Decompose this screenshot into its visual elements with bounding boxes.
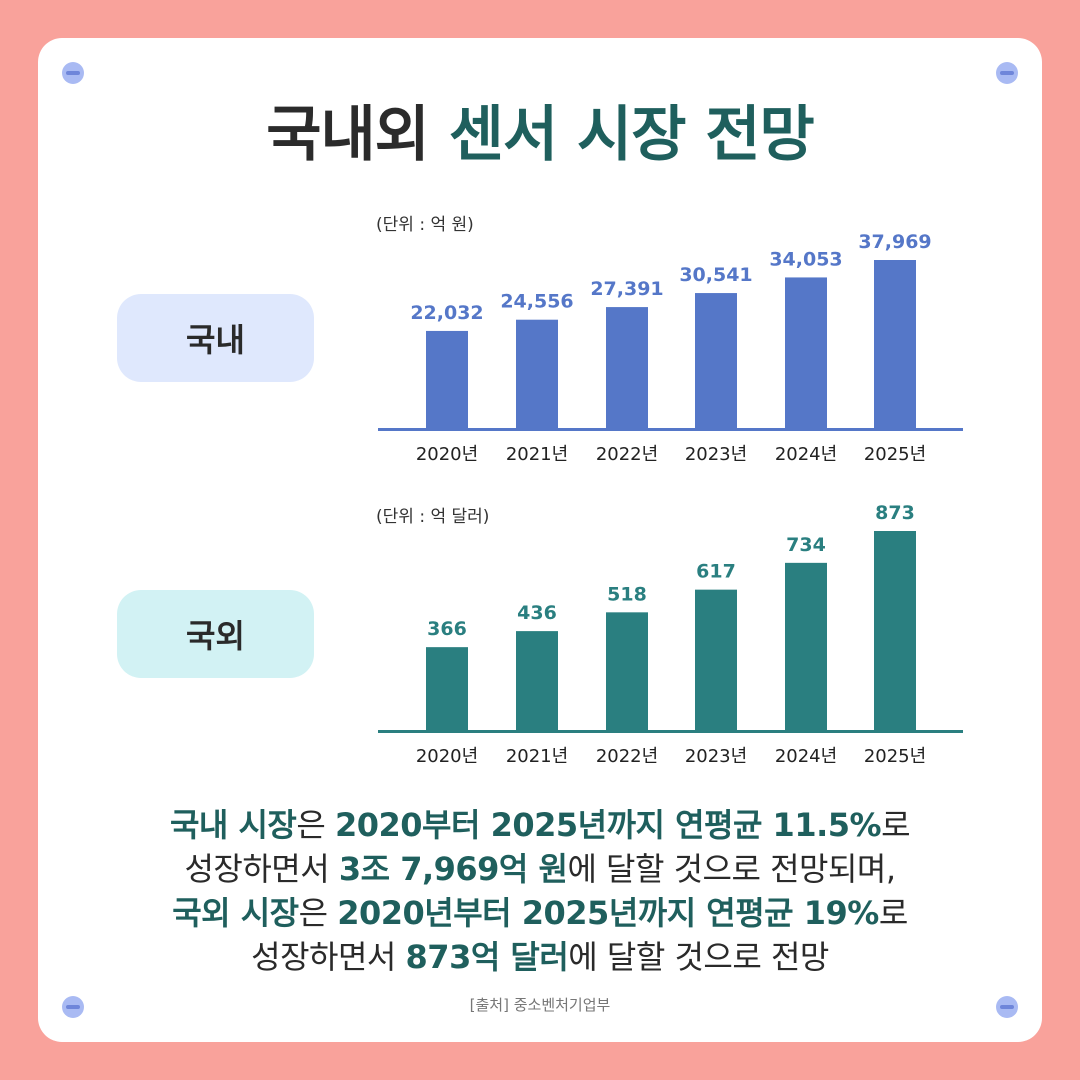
x-tick-label: 2022년 [596,444,658,465]
desc-l3c: 2020년부터 2025년까지 연평균 19% [337,894,879,932]
bar [874,260,916,429]
description-line-1: 국내 시장은 2020부터 2025년까지 연평균 11.5%로 [0,803,1080,847]
bar [695,293,737,429]
data-label: 617 [696,561,736,583]
desc-l1d: 로 [881,806,911,844]
desc-l1a: 국내 시장 [169,806,297,844]
data-label: 366 [427,618,467,640]
x-tick-label: 2020년 [416,746,478,767]
screw-icon [62,996,84,1018]
data-label: 518 [607,583,647,605]
x-tick-label: 2023년 [685,746,747,767]
x-tick-label: 2024년 [775,746,837,767]
unit-note: (단위 : 억 달러) [376,507,489,527]
description: 국내 시장은 2020부터 2025년까지 연평균 11.5%로 성장하면서 3… [0,803,1080,979]
bar [426,330,468,429]
description-line-3: 국외 시장은 2020년부터 2025년까지 연평균 19%로 [0,891,1080,935]
domestic-label: 국내 [117,294,314,382]
page-title: 국내외 센서 시장 전망 [0,86,1080,173]
desc-l4b: 873억 달러 [405,938,569,976]
data-label: 30,541 [679,264,752,286]
x-tick-label: 2021년 [506,746,568,767]
data-label: 34,053 [769,248,842,270]
title-part1: 국내외 [266,100,430,170]
data-label: 22,032 [410,302,483,324]
title-part2: 센서 시장 전망 [448,100,815,170]
bar [785,562,827,731]
bar [516,631,558,731]
description-line-2: 성장하면서 3조 7,969억 원에 달할 것으로 전망되며, [0,847,1080,891]
x-tick-label: 2022년 [596,746,658,767]
bar [426,647,468,731]
data-label: 27,391 [590,278,663,300]
x-tick-label: 2025년 [864,746,926,767]
data-label: 873 [875,502,915,524]
x-axis-line [378,730,963,733]
desc-l1b: 은 [296,806,335,844]
desc-l4c: 에 달할 것으로 전망 [568,938,829,976]
description-line-4: 성장하면서 873억 달러에 달할 것으로 전망 [0,935,1080,979]
data-label: 734 [786,534,826,556]
x-tick-label: 2020년 [416,444,478,465]
data-label: 24,556 [500,291,573,313]
desc-l3b: 은 [298,894,338,932]
unit-note: (단위 : 억 원) [376,215,474,235]
bar [874,531,916,731]
desc-l1c: 2020부터 2025년까지 연평균 11.5% [334,806,882,844]
desc-l2a: 성장하면서 [184,850,339,888]
bar [695,589,737,731]
overseas-label: 국외 [117,590,314,678]
data-label: 436 [517,602,557,624]
screw-icon [62,62,84,84]
screw-icon [996,996,1018,1018]
screw-icon [996,62,1018,84]
x-tick-label: 2021년 [506,444,568,465]
x-tick-label: 2023년 [685,444,747,465]
bar [785,277,827,429]
desc-l3a: 국외 시장 [172,894,299,932]
bar [606,307,648,429]
source-note: [출처] 중소벤처기업부 [469,996,611,1014]
desc-l2c: 에 달할 것으로 전망되며, [567,850,896,888]
data-label: 37,969 [858,231,931,253]
x-tick-label: 2025년 [864,444,926,465]
x-tick-label: 2024년 [775,444,837,465]
bar [606,612,648,731]
bar [516,319,558,429]
x-axis-line [378,428,963,431]
desc-l4a: 성장하면서 [251,938,406,976]
desc-l2b: 3조 7,969억 원 [338,850,568,888]
desc-l3d: 로 [878,894,908,932]
